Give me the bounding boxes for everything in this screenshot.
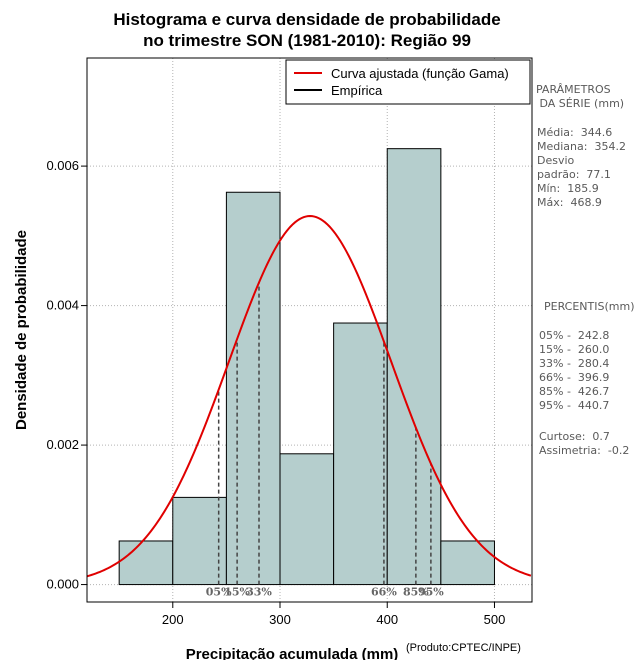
percentile-label-95%: 95% <box>418 586 444 599</box>
y-tick-label-2: 0.004 <box>46 298 79 313</box>
histogram-bar-1 <box>118 540 174 586</box>
stat-sd-label: Desvio <box>537 154 575 167</box>
percentile-label-85%: 85% <box>403 586 429 599</box>
y-axis-label: Densidade de probabilidade <box>13 230 30 430</box>
percentil-33: 33% - 280.4 <box>539 357 609 370</box>
histogram-bar-2 <box>172 496 227 586</box>
params-title-1: PARÂMETROS <box>536 83 611 96</box>
stat-sd: padrão: 77.1 <box>537 168 611 181</box>
legend: Curva ajustada (função Gama) Empírica <box>285 59 531 105</box>
stat-min: Mín: 185.9 <box>537 182 599 195</box>
histogram-bar-3 <box>225 191 281 586</box>
stat-mean: Média: 344.6 <box>537 126 612 139</box>
histogram-bar-5 <box>333 322 388 586</box>
plot-frame <box>86 57 533 603</box>
y-tick-label-3: 0.006 <box>46 158 79 173</box>
x-tick-label-500: 500 <box>484 612 506 627</box>
x-tick-label-400: 400 <box>376 612 398 627</box>
stat-max: Máx: 468.9 <box>537 196 602 209</box>
legend-box <box>285 59 531 105</box>
x-tick-label-300: 300 <box>269 612 291 627</box>
stat-median: Mediana: 354.2 <box>537 140 626 153</box>
histogram-bar-6 <box>386 148 442 586</box>
percentile-label-05%: 05% <box>206 586 232 599</box>
histogram-bars <box>118 148 495 586</box>
stat-skewness: Assimetria: -0.2 <box>539 444 629 457</box>
x-tick-label-200: 200 <box>162 612 184 627</box>
legend-label-empirical: Empírica <box>331 83 383 98</box>
histogram-bar-4 <box>279 453 335 586</box>
percentile-label-15%: 15% <box>224 586 250 599</box>
percentile-lines <box>217 282 432 585</box>
y-tick-label-1: 0.002 <box>46 437 79 452</box>
x-axis: 200 300 400 500 <box>162 602 505 627</box>
stat-kurtosis: Curtose: 0.7 <box>539 430 610 443</box>
product-credit: (Produto:CPTEC/INPE) <box>406 642 521 654</box>
histogram-bar-7 <box>440 540 495 586</box>
legend-label-fitted: Curva ajustada (função Gama) <box>331 66 509 81</box>
x-axis-label: Precipitação acumulada (mm) <box>186 646 399 660</box>
percentil-15: 15% - 260.0 <box>539 343 609 356</box>
chart-title-line-1: Histograma e curva densidade de probabil… <box>113 10 500 29</box>
percentis-title: PERCENTIS(mm) <box>544 300 635 313</box>
percentil-66: 66% - 396.9 <box>539 371 609 384</box>
side-panel: PARÂMETROS DA SÉRIE (mm) Média: 344.6 Me… <box>536 83 635 457</box>
chart-title-line-2: no trimestre SON (1981-2010): Região 99 <box>143 31 471 50</box>
percentil-05: 05% - 242.8 <box>539 329 609 342</box>
percentile-labels: 05%15%33% 66% 85%95% <box>206 586 445 599</box>
percentil-85: 85% - 426.7 <box>539 385 609 398</box>
percentile-label-66%: 66% <box>371 586 397 599</box>
params-title-2: DA SÉRIE (mm) <box>536 97 624 110</box>
gamma-fit-curve <box>86 215 532 578</box>
percentile-label-33%: 33% <box>246 586 272 599</box>
percentil-95: 95% - 440.7 <box>539 399 609 412</box>
y-axis: 0.000 0.002 0.004 0.006 <box>46 158 87 592</box>
y-tick-label-0: 0.000 <box>46 577 79 592</box>
